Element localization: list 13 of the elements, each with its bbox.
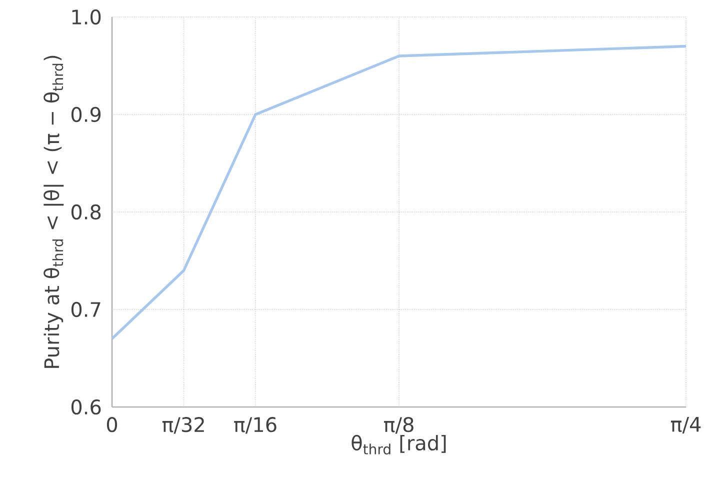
y-tick-label: 0.9	[71, 106, 101, 122]
line-series	[110, 44, 688, 340]
x-axis-title: θ$_{thrd}$ [rad]	[352, 434, 446, 454]
x-tick-label: π/32	[162, 417, 204, 434]
y-tick-label: 0.6	[71, 399, 101, 415]
x-tick-label: π/4	[670, 417, 701, 434]
y-axis-title: Purity at θ$_{thrd}$ < |θ| < (π − θ$_{thrd}$)	[44, 56, 64, 368]
x-tick-label: π/8	[384, 417, 414, 434]
y-tick-label: 0.8	[71, 204, 101, 220]
x-tick-label: π/16	[234, 417, 276, 434]
y-tick-label: 0.7	[71, 302, 100, 318]
x-tick-label: 0	[106, 417, 118, 432]
y-tick-label: 1.0	[72, 9, 101, 25]
